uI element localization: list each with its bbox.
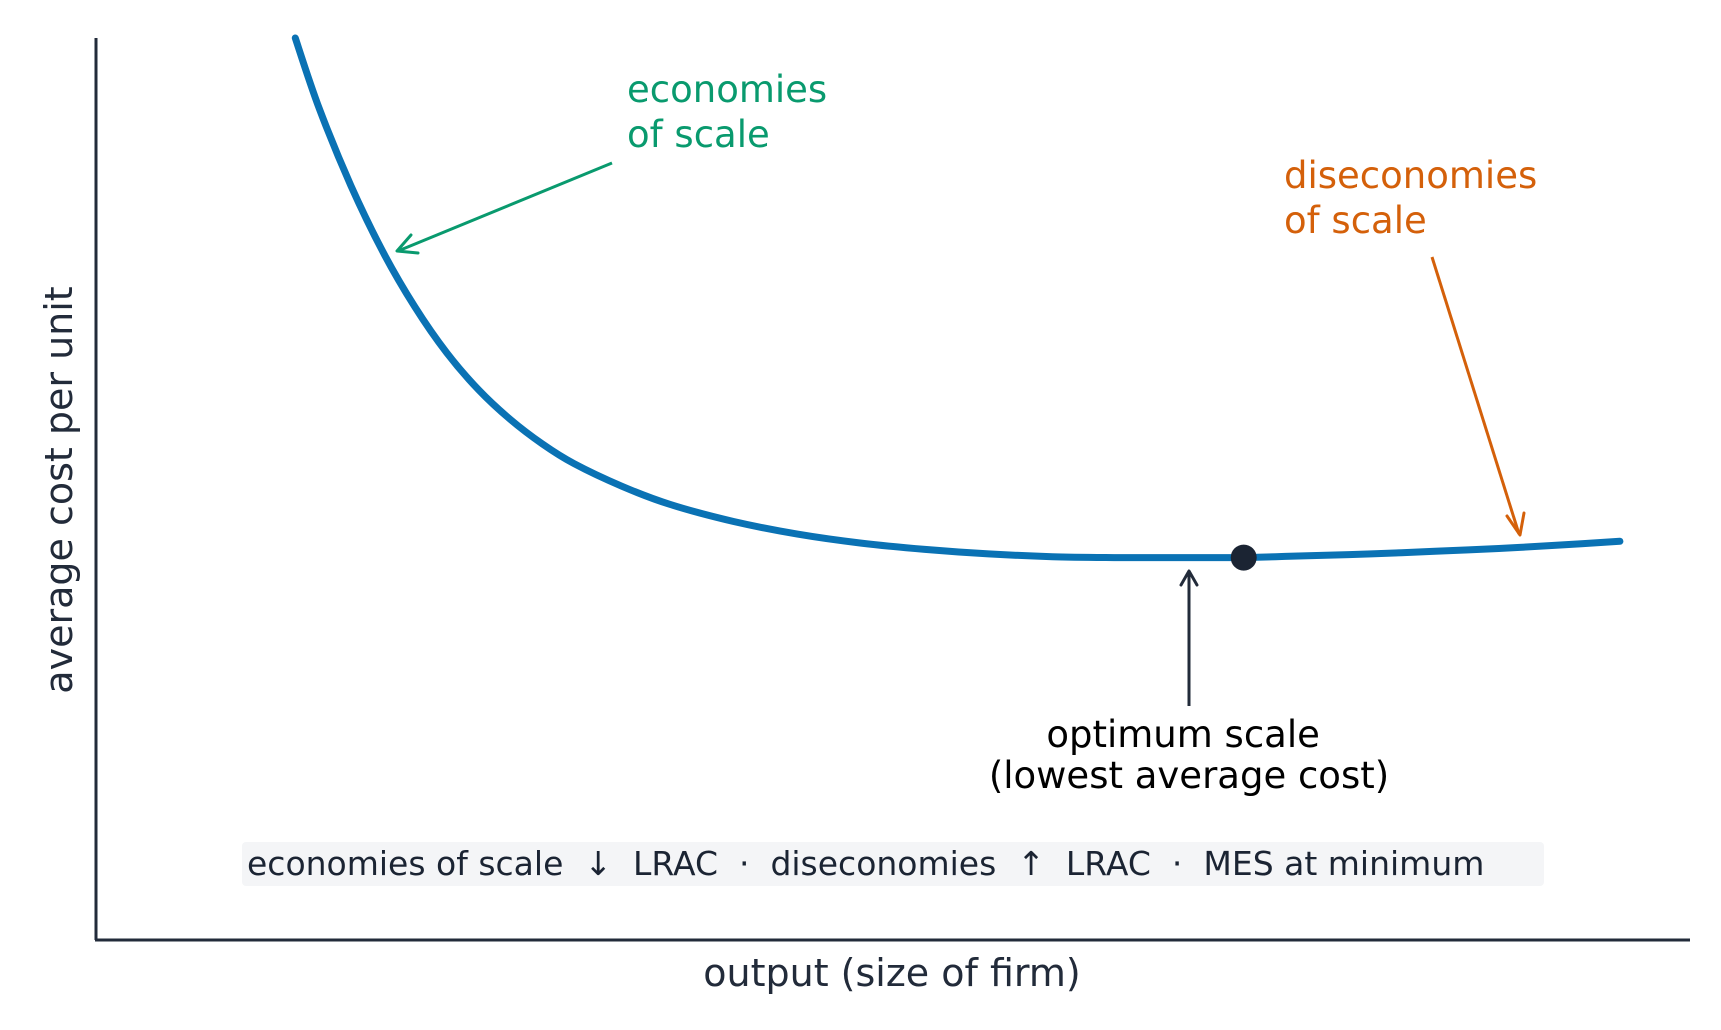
- series-layer: [291, 34, 1624, 571]
- summary-note: economies of scale ↓ LRAC · diseconomies…: [242, 842, 1544, 886]
- summary-note-text: economies of scale ↓ LRAC · diseconomies…: [247, 844, 1484, 883]
- x-axis-label: output (size of firm): [703, 951, 1080, 995]
- optimum-arrow-head: [1179, 569, 1199, 587]
- economies-label-line-1: economies: [627, 68, 827, 111]
- summary-note-background: [242, 842, 1544, 886]
- economies-label: economies of scale: [627, 68, 839, 156]
- optimum-point: [1230, 544, 1257, 571]
- optimum-label-line-1: optimum scale: [1046, 713, 1320, 756]
- diseconomies-arrow-shaft: [1430, 256, 1521, 535]
- diseconomies-annotation: diseconomies of scale: [1284, 154, 1549, 537]
- diseconomies-label: diseconomies of scale: [1284, 154, 1549, 242]
- annotations: economies of scale diseconomies of scale…: [395, 68, 1549, 797]
- diseconomies-arrow-head: [1505, 511, 1526, 537]
- diseconomies-label-line-1: diseconomies: [1284, 154, 1537, 197]
- axes: [94, 38, 1690, 942]
- economies-annotation: economies of scale: [395, 68, 839, 255]
- lrac-curve-line-0: [291, 34, 1624, 562]
- y-axis-label: average cost per unit: [37, 286, 81, 693]
- economies-arrow-head: [395, 233, 420, 255]
- economies-label-line-2: of scale: [627, 113, 770, 156]
- optimum-annotation: optimum scale (lowest average cost): [989, 569, 1389, 797]
- optimum-label: optimum scale (lowest average cost): [989, 713, 1389, 797]
- economies-arrow-shaft: [397, 161, 613, 253]
- diseconomies-label-line-2: of scale: [1284, 199, 1427, 242]
- optimum-label-line-2: (lowest average cost): [989, 754, 1389, 797]
